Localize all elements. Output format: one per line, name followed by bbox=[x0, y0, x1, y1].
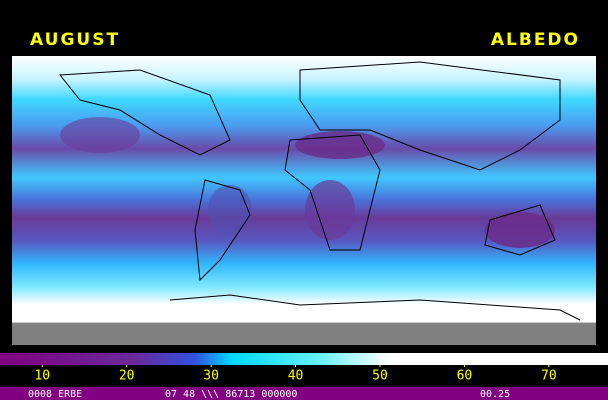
colorbar-tick-label: 40 bbox=[288, 369, 304, 384]
colorbar-tick-label: 10 bbox=[34, 369, 50, 384]
colorbar bbox=[0, 353, 608, 365]
footer-bar bbox=[0, 387, 608, 400]
south-america bbox=[208, 185, 252, 235]
coastlines bbox=[59, 61, 581, 321]
footer-middle: 07 48 \\\ 86713 000000 bbox=[165, 389, 297, 400]
colorbar-tick-label: 60 bbox=[457, 369, 473, 384]
month-title: AUGUST bbox=[30, 30, 120, 50]
footer-right: 00.25 bbox=[480, 389, 510, 400]
north-pacific bbox=[60, 117, 140, 153]
colorbar-tick-label: 50 bbox=[372, 369, 388, 384]
map bbox=[12, 56, 596, 345]
colorbar-tick-label: 20 bbox=[119, 369, 135, 384]
colorbar-tick-label: 70 bbox=[541, 369, 557, 384]
australia bbox=[485, 212, 555, 248]
map-field bbox=[12, 56, 596, 345]
colorbar-tick-label: 30 bbox=[203, 369, 219, 384]
footer-left: 0008 ERBE bbox=[28, 389, 82, 400]
quantity-title: ALBEDO bbox=[491, 30, 580, 50]
africa-south bbox=[305, 180, 355, 240]
